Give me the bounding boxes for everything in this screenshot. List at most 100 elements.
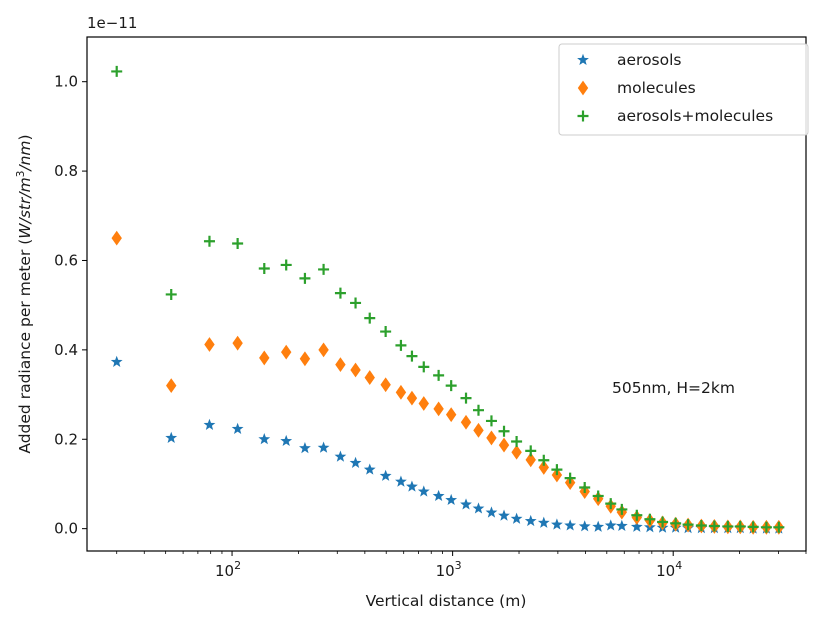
x-tick-base: 10: [215, 562, 234, 580]
x-tick-base: 10: [656, 562, 675, 580]
aerosols-point: [280, 434, 293, 447]
legend-marker-star: [577, 53, 589, 66]
molecules-point: [111, 230, 122, 246]
aerosols-plus-molecules-point: [406, 350, 418, 362]
aerosols-plus-molecules-point: [280, 259, 292, 271]
aerosols-point: [445, 493, 458, 506]
aerosols-point: [317, 441, 330, 453]
aerosols-plus-molecules-point: [708, 520, 720, 532]
y-axis-label: Added radiance per meter (W/str/m3/nm): [15, 134, 34, 453]
aerosols-plus-molecules-point: [695, 520, 707, 532]
molecules-point: [511, 444, 522, 460]
molecules-point: [204, 337, 215, 352]
aerosols-point: [379, 469, 392, 481]
aerosols-point: [510, 512, 523, 524]
molecules-point: [525, 452, 536, 468]
y-axis-label-prefix: Added radiance per meter (: [16, 239, 34, 454]
data-points: [110, 65, 785, 535]
molecules-point: [259, 350, 270, 366]
molecules-point: [380, 377, 391, 393]
aerosols-point: [630, 520, 643, 532]
aerosols-plus-molecules-point: [232, 237, 244, 249]
y-axis-label-units: W/str/m: [16, 177, 34, 238]
x-tick-exponent: 4: [675, 559, 682, 572]
molecules-point: [166, 378, 177, 394]
aerosols-plus-molecules-point: [485, 415, 497, 427]
molecules-point: [406, 390, 418, 406]
aerosols-point: [231, 422, 244, 434]
aerosols-plus-molecules-point: [460, 392, 472, 404]
aerosols-point: [165, 431, 178, 443]
aerosols-point: [498, 509, 510, 521]
aerosols-point: [551, 518, 563, 530]
y-tick-label: 0.8: [54, 162, 78, 180]
x-tick-label: 102: [215, 559, 241, 580]
aerosols-point: [524, 514, 537, 527]
x-tick-exponent: 3: [455, 559, 462, 572]
aerosols-point: [564, 519, 577, 531]
aerosols-plus-molecules-point: [258, 263, 270, 275]
molecules-point: [460, 414, 472, 430]
aerosols-plus-molecules-point: [773, 521, 785, 533]
aerosols-point: [578, 520, 591, 532]
tick-marks: [82, 81, 807, 556]
y-tick-label: 1.0: [54, 73, 78, 91]
aerosols-point: [592, 520, 605, 532]
molecules-point: [445, 407, 457, 423]
aerosols-plus-molecules-point: [511, 435, 523, 447]
legend-label: aerosols+molecules: [617, 107, 773, 125]
molecules-point: [350, 362, 361, 378]
x-tick-label: 104: [656, 559, 682, 580]
aerosols-point: [537, 516, 550, 528]
aerosols-plus-molecules-point: [760, 521, 772, 533]
aerosols-point: [472, 502, 485, 514]
aerosols-point: [334, 450, 347, 462]
molecules-point: [498, 437, 510, 453]
aerosols-point: [110, 355, 123, 367]
aerosols-point: [299, 442, 311, 454]
aerosols-plus-molecules-point: [395, 339, 407, 351]
x-axis-label: Vertical distance (m): [366, 592, 527, 610]
aerosols-plus-molecules-point: [657, 516, 669, 528]
aerosols-point: [485, 506, 498, 518]
aerosols-plus-molecules-point: [334, 287, 346, 299]
aerosols-plus-molecules-point: [318, 263, 330, 275]
aerosols-plus-molecules-point: [203, 235, 215, 247]
aerosols-plus-molecules-point: [616, 503, 628, 515]
aerosols-point: [604, 519, 617, 531]
aerosols-point: [258, 433, 271, 445]
y-tick-label: 0.2: [54, 430, 78, 448]
molecules-point: [418, 396, 429, 411]
aerosols-plus-molecules-point: [564, 472, 576, 484]
legend-box: [558, 43, 809, 136]
y-scale-multiplier: 1e−11: [87, 14, 137, 32]
aerosols-point: [203, 418, 216, 430]
aerosols-point: [615, 519, 628, 531]
legend: aerosols molecules aerosols+molecules: [558, 43, 809, 136]
y-axis-label-suffix: ): [16, 134, 34, 140]
aerosols-plus-molecules-point: [644, 513, 656, 525]
molecules-point: [395, 384, 407, 400]
legend-marker-plus: [577, 110, 589, 122]
aerosols-plus-molecules-point: [605, 498, 617, 510]
y-axis-label-units-2: /nm: [16, 140, 34, 172]
aerosols-point: [406, 480, 418, 492]
aerosols-plus-molecules-point: [111, 65, 123, 77]
annotation-text: 505nm, H=2km: [612, 379, 735, 397]
legend-label: molecules: [617, 79, 696, 97]
y-tick-label: 0.0: [54, 520, 78, 538]
aerosols-plus-molecules-point: [445, 380, 457, 392]
aerosols-plus-molecules-point: [472, 404, 484, 416]
x-tick-base: 10: [436, 562, 455, 580]
aerosols-plus-molecules-point: [670, 517, 682, 529]
legend-marker-diamond: [577, 80, 589, 96]
molecules-point: [364, 370, 375, 385]
aerosols-plus-molecules-point: [592, 490, 604, 502]
x-tick-exponent: 2: [234, 559, 241, 572]
molecules-point: [486, 430, 497, 446]
aerosols-plus-molecules-point: [734, 520, 746, 532]
aerosols-plus-molecules-point: [722, 520, 734, 532]
molecules-point: [232, 335, 243, 351]
